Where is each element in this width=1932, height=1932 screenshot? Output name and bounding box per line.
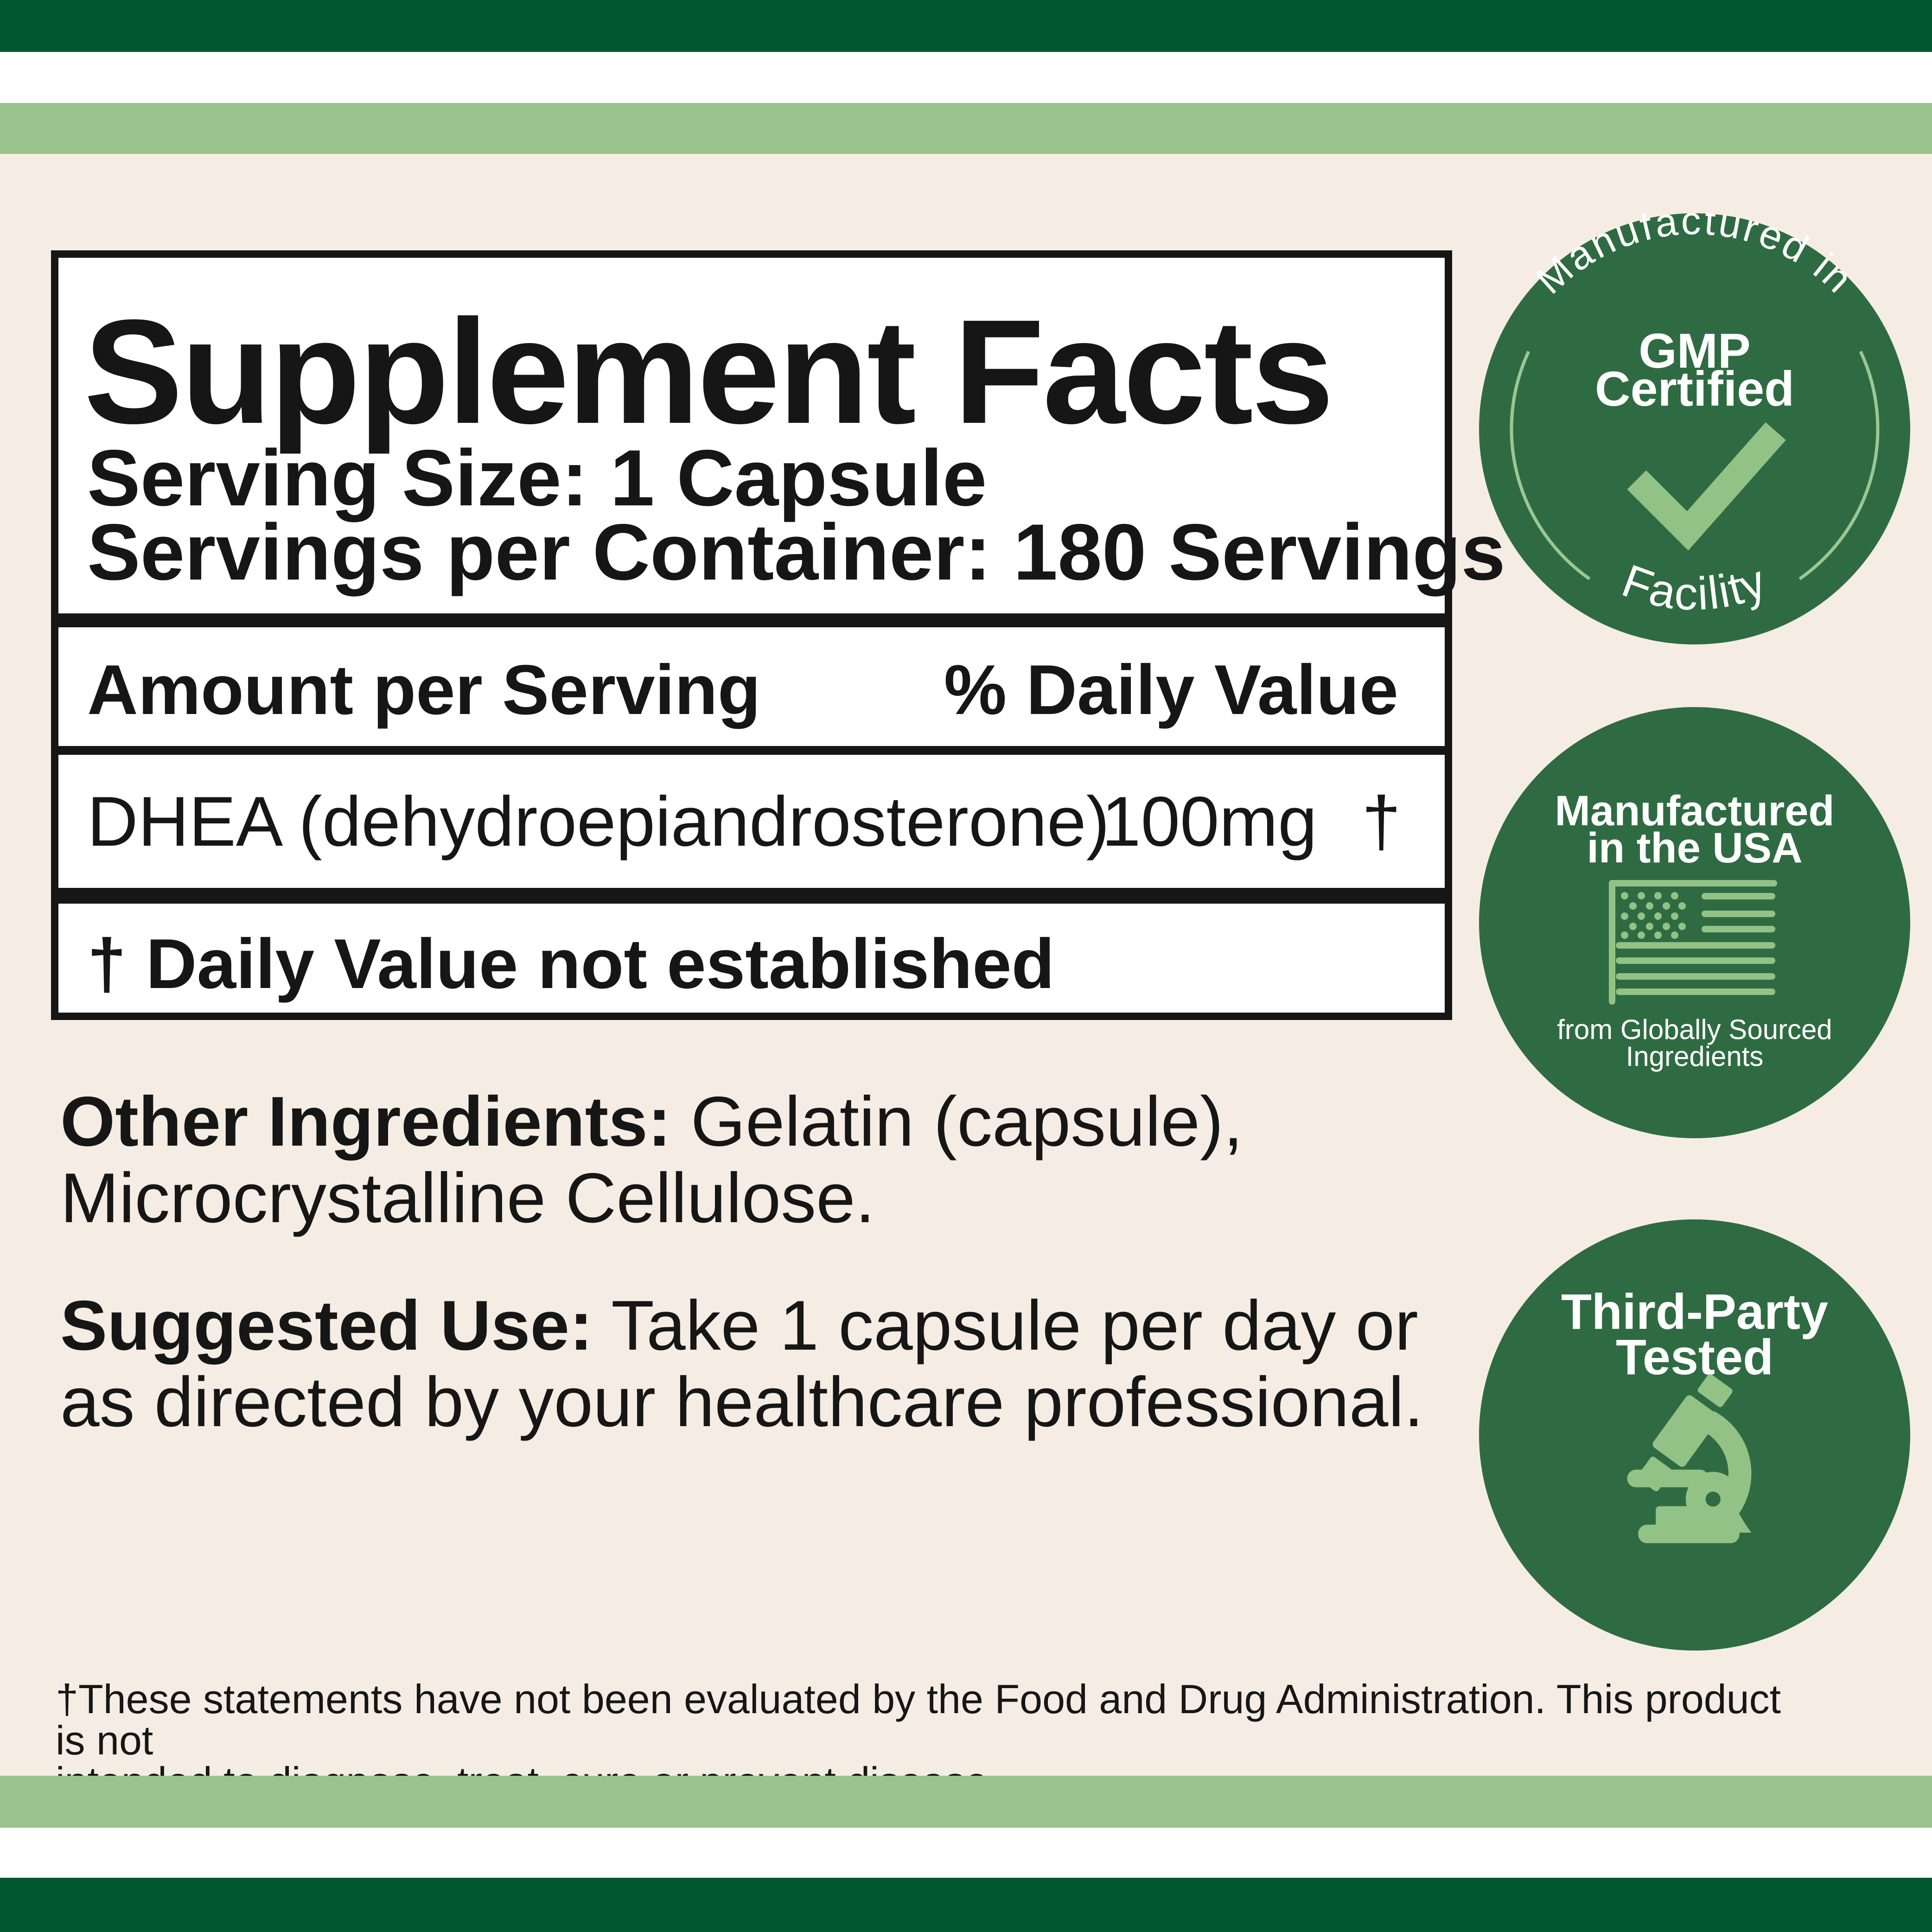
gmp-line1: GMP xyxy=(1639,324,1750,378)
gmp-certified-badge: Manufactured in GMP Certified Facility xyxy=(1479,213,1910,644)
usa-badge: Manufactured in the USA from xyxy=(1479,707,1910,1138)
tested-line2: Tested xyxy=(1616,1329,1773,1385)
divider-thin xyxy=(58,746,1445,755)
badge-ring-arc-left xyxy=(1510,351,1591,580)
supplement-facts-panel: Supplement Facts Serving Size: 1 Capsule… xyxy=(51,250,1505,1020)
daily-value-footnote: † Daily Value not established xyxy=(87,925,1055,1003)
usa-line1: Manufactured xyxy=(1555,787,1834,835)
usa-flag-icon xyxy=(1609,880,1777,1005)
serving-size: Serving Size: 1 Capsule xyxy=(87,434,987,523)
amount-per-serving-header: Amount per Serving xyxy=(87,650,761,729)
other-ingredients-label: Other Ingredients: xyxy=(60,1082,671,1161)
divider-thick-1 xyxy=(58,613,1445,627)
bottom-white-stripe xyxy=(0,1828,1932,1878)
top-dark-green-stripe xyxy=(0,0,1932,52)
suggested-use-line1: Suggested Use: Take 1 capsule per day or xyxy=(60,1288,1544,1364)
suggested-use-line2: as directed by your healthcare professio… xyxy=(60,1363,1424,1441)
other-ingredients-block: Other Ingredients: Gelatin (capsule), Mi… xyxy=(60,1084,1521,1237)
tested-line1: Third-Party xyxy=(1561,1283,1828,1339)
other-ingredients-line2: Microcrystalline Cellulose. xyxy=(60,1159,875,1237)
bottom-dark-green-stripe xyxy=(0,1878,1932,1932)
usa-line2: in the USA xyxy=(1587,824,1802,872)
top-light-green-stripe xyxy=(0,103,1932,154)
ingredient-name: DHEA (dehydroepiandrosterone) xyxy=(87,782,1110,861)
servings-per-container: Servings per Container: 180 Servings xyxy=(87,508,1505,597)
third-party-tested-badge: Third-Party Tested xyxy=(1479,1219,1910,1651)
fda-disclaimer-line1: †These statements have not been evaluate… xyxy=(56,1676,1781,1763)
divider-thick-2 xyxy=(58,888,1445,904)
daily-value-header: % Daily Value xyxy=(944,650,1398,729)
bottom-light-green-stripe xyxy=(0,1776,1932,1828)
suggested-use-block: Suggested Use: Take 1 capsule per day or… xyxy=(60,1288,1544,1441)
suggested-use-rest: Take 1 capsule per day or xyxy=(593,1286,1418,1365)
badge-circle xyxy=(1479,707,1910,1138)
ingredient-amount: 100mg xyxy=(1102,782,1317,861)
usa-sub2: Ingredients xyxy=(1626,1041,1764,1072)
usa-sub1: from Globally Sourced xyxy=(1557,1014,1832,1045)
other-ingredients-line1: Other Ingredients: Gelatin (capsule), xyxy=(60,1084,1521,1160)
microscope-icon xyxy=(1627,1374,1752,1543)
top-white-stripe xyxy=(0,52,1932,103)
ingredient-daily-value-dagger: † xyxy=(1362,782,1401,861)
facts-title: Supplement Facts xyxy=(84,288,1334,454)
gmp-line2: Certified xyxy=(1595,362,1794,416)
suggested-use-label: Suggested Use: xyxy=(60,1286,593,1365)
badge-circle xyxy=(1479,213,1910,644)
other-ingredients-rest: Gelatin (capsule), xyxy=(671,1082,1243,1161)
badge-ring-arc-right xyxy=(1798,351,1880,580)
check-icon xyxy=(1627,422,1786,551)
